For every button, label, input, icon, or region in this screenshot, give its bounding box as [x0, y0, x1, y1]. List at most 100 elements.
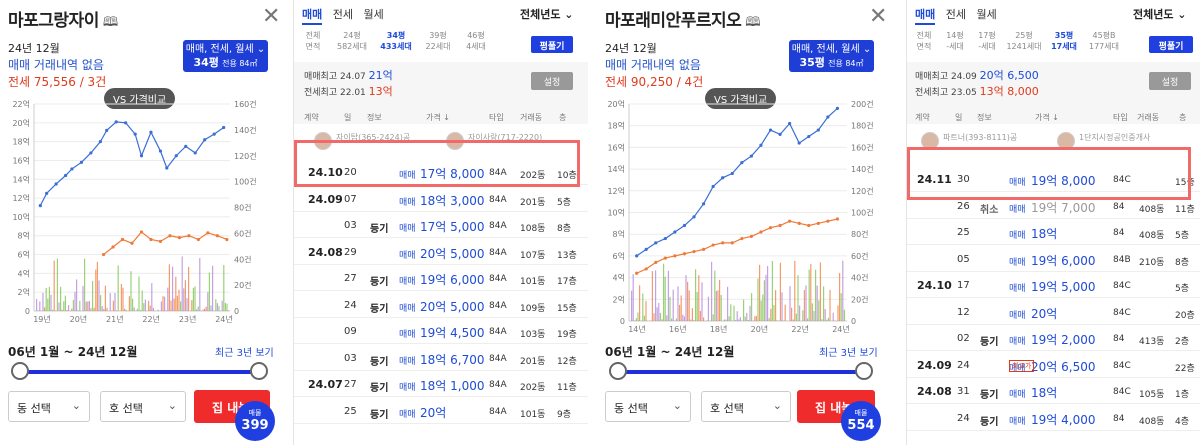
- dong-select[interactable]: 동 선택 ⌄: [605, 391, 691, 422]
- recent-3y-link[interactable]: 최근 3년 보기: [819, 348, 878, 359]
- y-axis-label: 16억: [12, 155, 30, 165]
- row-date: 24.09: [308, 192, 343, 206]
- volume-bar: [754, 316, 756, 321]
- volume-bar: [148, 300, 150, 311]
- pyeong-option[interactable]: 24평 582세대: [337, 31, 367, 51]
- pyeong-option[interactable]: 14평 -세대: [946, 31, 964, 51]
- period-slider-track[interactable]: [619, 370, 867, 374]
- table-row[interactable]: 05 매매 19억 6,000 84B 210동 8층: [907, 246, 1200, 272]
- book-icon[interactable]: 🕮: [102, 15, 118, 30]
- series-point: [124, 121, 128, 125]
- row-info: 등기: [370, 303, 389, 315]
- volume-bar: [797, 275, 799, 321]
- table-row[interactable]: 03 등기 매매 17억 5,000 84A 108동 8층: [294, 212, 588, 238]
- row-floor: 10층: [557, 171, 577, 181]
- table-row[interactable]: 26 취소 매매 19억 7,000 84 408동 11층: [907, 193, 1200, 219]
- pyeong-expand-button[interactable]: 평풀기: [1149, 36, 1193, 53]
- agent-name[interactable]: 자이탑(365-2424)공: [336, 133, 411, 142]
- table-row[interactable]: 24.11 30 매매 19억 8,000 84C 15층: [907, 166, 1200, 192]
- row-dong: 103동: [520, 330, 546, 340]
- table-row[interactable]: 09 매매 19억 4,500 84A 103동 19층: [294, 318, 588, 344]
- table-row[interactable]: 03 등기 매매 18억 6,700 84A 201동 12층: [294, 345, 588, 371]
- trade-type-dropdown[interactable]: 매매, 전세, 월세 ⌄ 34평 전용 84㎡: [183, 40, 268, 72]
- tab-sale[interactable]: 매매: [302, 8, 323, 25]
- tab-monthly[interactable]: 월세: [363, 8, 384, 21]
- pyeong-option[interactable]: 17평 -세대: [978, 31, 996, 51]
- volume-bar: [672, 289, 674, 321]
- volume-bar: [733, 305, 735, 321]
- row-trade-kind: 매매: [399, 197, 416, 208]
- pyeong-option[interactable]: 39평 22세대: [425, 31, 451, 51]
- table-row[interactable]: 24.07 27 등기 매매 18억 1,000 84A 202동 11층: [294, 371, 588, 397]
- book-icon[interactable]: 🕮: [745, 15, 761, 30]
- period-slider-end-handle[interactable]: [250, 362, 268, 380]
- year-filter-dropdown[interactable]: 전체년도 ⌄: [520, 8, 574, 21]
- tab-monthly[interactable]: 월세: [976, 8, 997, 21]
- agent-name[interactable]: 파트너(393-8111)공: [943, 133, 1018, 142]
- series-point: [133, 132, 137, 136]
- volume-bar: [839, 273, 841, 321]
- volume-bar: [712, 314, 714, 321]
- period-slider-end-handle[interactable]: [855, 362, 873, 380]
- table-row[interactable]: 25 매매 18억 84 408동 5층: [907, 219, 1200, 245]
- settings-button[interactable]: 설정: [1149, 72, 1191, 90]
- tab-jeonse[interactable]: 전세: [332, 8, 353, 21]
- dong-select[interactable]: 동 선택 ⌄: [8, 391, 90, 422]
- close-icon[interactable]: ✕: [869, 4, 888, 29]
- row-dong: 108동: [520, 224, 546, 234]
- trade-type-dropdown[interactable]: 매매, 전세, 월세 ⌄ 35평 전용 84㎡: [789, 40, 874, 72]
- period-slider-track[interactable]: [20, 370, 260, 374]
- pyeong-option[interactable]: 45평B 177세대: [1089, 31, 1119, 51]
- year-filter-dropdown[interactable]: 전체년도 ⌄: [1133, 8, 1187, 21]
- pyeong-option[interactable]: 46평 4세대: [466, 31, 486, 51]
- table-row[interactable]: 24.09 24 매매 20억 6,500 84C 22층 최고가: [907, 352, 1200, 378]
- series-point: [149, 130, 153, 134]
- year-month: 24년 12월: [605, 42, 657, 55]
- listing-count-badge[interactable]: 매물 399: [235, 401, 275, 441]
- pyeong-option[interactable]: 25평 1241세대: [1006, 31, 1042, 51]
- volume-bar: [226, 303, 228, 311]
- period-slider-start-handle[interactable]: [11, 362, 29, 380]
- listing-count-badge[interactable]: 매물 554: [841, 401, 881, 441]
- pyeong-option[interactable]: 전체 면적: [916, 31, 932, 51]
- volume-bar: [162, 296, 164, 311]
- volume-bar: [762, 294, 764, 321]
- recent-3y-link[interactable]: 최근 3년 보기: [215, 348, 274, 359]
- series-point: [168, 234, 172, 238]
- ho-select[interactable]: 호 선택 ⌄: [701, 391, 791, 422]
- ho-select[interactable]: 호 선택 ⌄: [100, 391, 186, 422]
- pyeong-option-selected[interactable]: 35평 17세대: [1051, 31, 1077, 51]
- table-row[interactable]: 27 등기 매매 19억 6,000 84A 101동 17층: [294, 265, 588, 291]
- table-row[interactable]: 24 등기 매매 19억 4,000 84 408동 4층: [907, 405, 1200, 431]
- volume-bar: [228, 310, 230, 311]
- pyeong-option[interactable]: 전체 면적: [305, 31, 321, 51]
- row-trade-kind: 매매: [399, 409, 416, 420]
- table-row[interactable]: 24.08 31 등기 매매 18억 84C 105동 1층: [907, 378, 1200, 404]
- table-row[interactable]: 24 등기 매매 20억 5,000 84A 109동 15층: [294, 292, 588, 318]
- series-point: [740, 160, 744, 165]
- table-row[interactable]: 24.08 29 매매 20억 5,000 84A 107동 13층: [294, 239, 588, 265]
- close-icon[interactable]: ✕: [262, 4, 281, 29]
- series-point: [193, 151, 197, 155]
- volume-bar: [767, 266, 769, 321]
- table-row[interactable]: 24.10 17 매매 19억 5,000 84C 5층: [907, 272, 1200, 298]
- row-dong: 413동: [1139, 337, 1165, 347]
- agent-name[interactable]: 자이사랑(717-2220): [468, 133, 543, 142]
- table-row[interactable]: 12 매매 20억 84C 20층: [907, 299, 1200, 325]
- table-row[interactable]: 24.09 07 매매 18억 3,000 84A 201동 5층: [294, 186, 588, 212]
- pyeong-expand-button[interactable]: 평풀기: [531, 36, 573, 53]
- series-point: [89, 151, 93, 155]
- row-type: 84A: [489, 221, 507, 231]
- table-row[interactable]: 25 등기 매매 20억 84A 101동 9층: [294, 398, 588, 424]
- pyeong-option-selected[interactable]: 34평 433세대: [380, 31, 412, 51]
- volume-bar: [832, 312, 834, 321]
- series-point: [778, 223, 782, 228]
- tab-sale[interactable]: 매매: [915, 8, 936, 25]
- table-row[interactable]: 02 등기 매매 19억 2,000 84 413동 2층: [907, 325, 1200, 351]
- settings-button[interactable]: 설정: [531, 72, 573, 90]
- agent-name[interactable]: 1단지시정공인중개사: [1079, 133, 1151, 142]
- period-slider-start-handle[interactable]: [609, 362, 627, 380]
- x-axis-label: 21년: [106, 314, 124, 324]
- tab-jeonse[interactable]: 전세: [945, 8, 966, 21]
- volume-bar: [104, 285, 106, 311]
